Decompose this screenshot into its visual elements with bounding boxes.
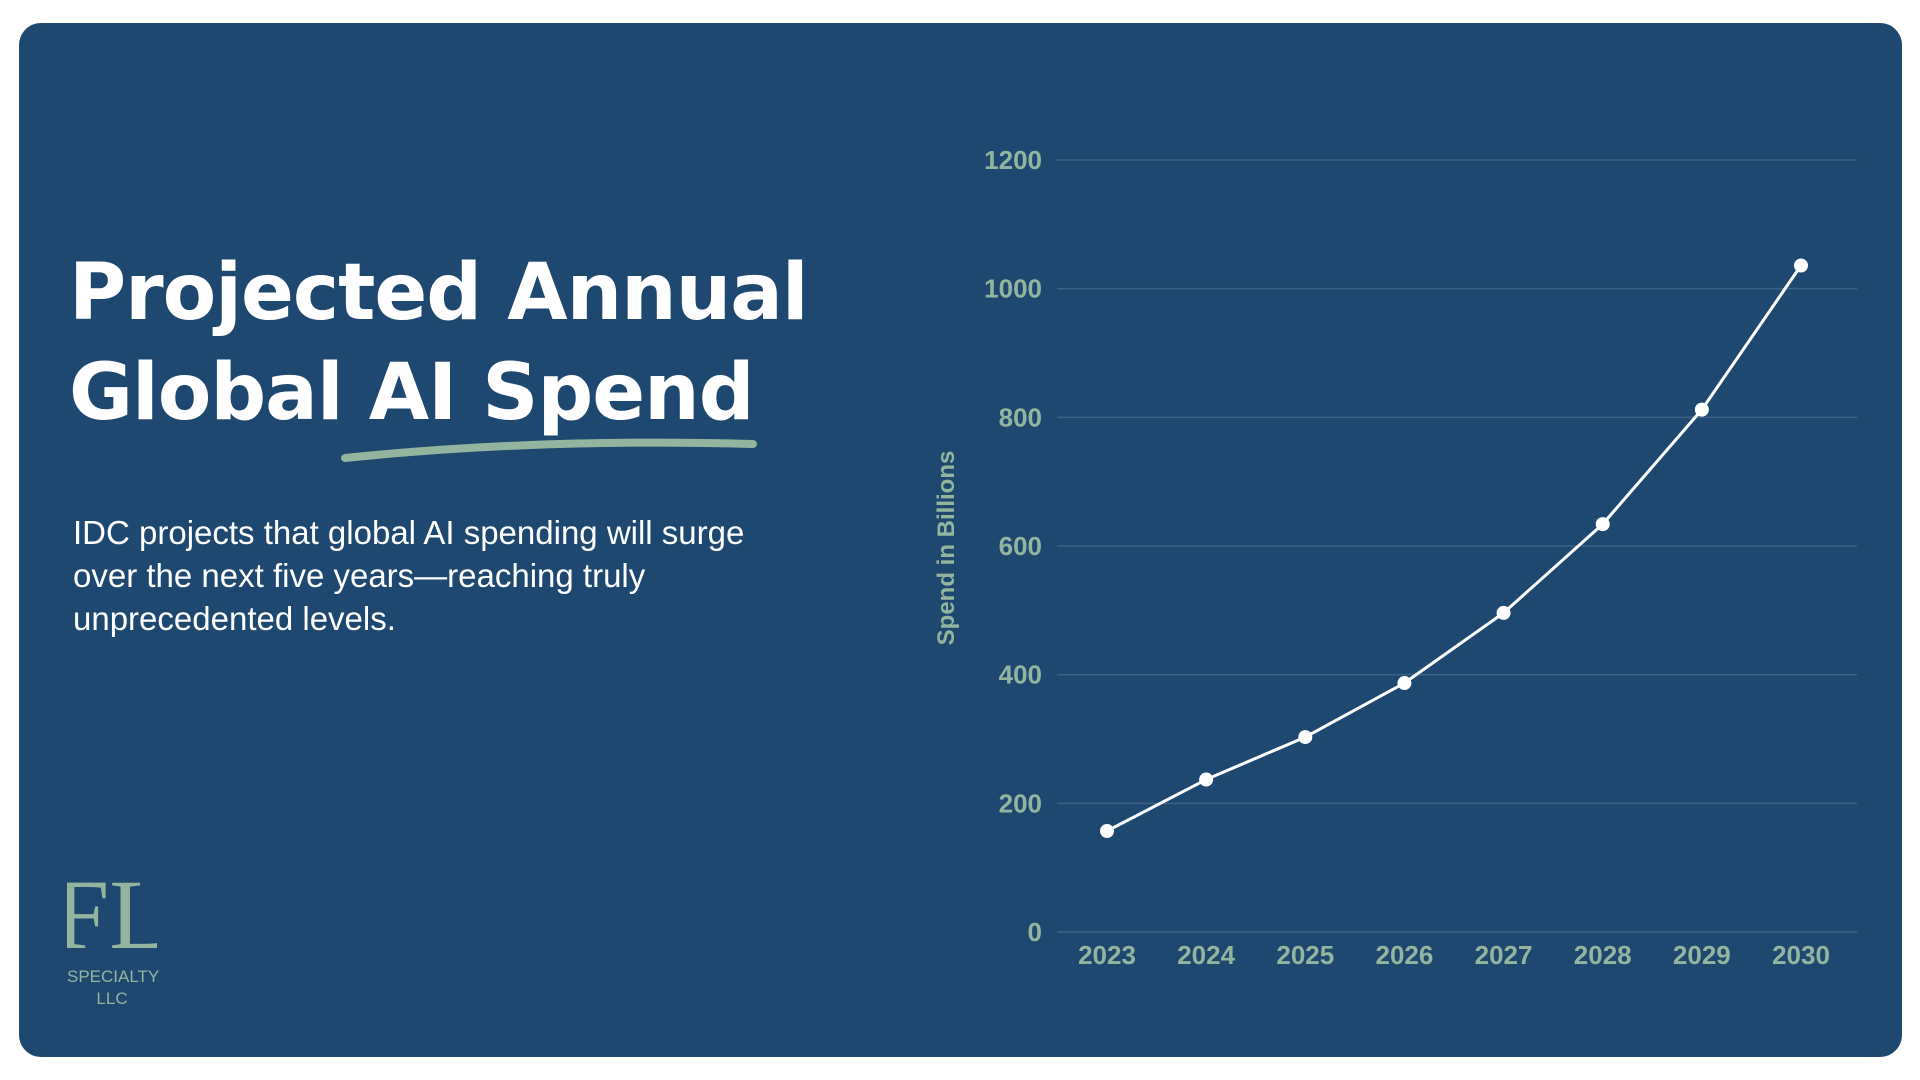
data-point (1595, 517, 1610, 532)
title-line-2: Global AI Spend (69, 343, 829, 443)
data-point (1694, 402, 1709, 417)
x-tick-label: 2030 (1772, 940, 1830, 970)
logo-monogram: FL (67, 859, 157, 966)
x-tick-label: 2025 (1276, 940, 1334, 970)
title-line-2-prefix: Global (69, 348, 369, 438)
y-tick-label: 400 (999, 660, 1042, 690)
series-line (1106, 264, 1803, 833)
x-tick-label: 2024 (1177, 940, 1235, 970)
x-tick-label: 2023 (1078, 940, 1136, 970)
x-tick-label: 2029 (1673, 940, 1731, 970)
y-tick-label: 1000 (984, 274, 1042, 304)
infographic-card: Projected Annual Global AI Spend IDC pro… (19, 23, 1902, 1057)
ai-spend-line-chart: 0 200 400 600 800 1000 1200 2023 2024 2025 2026 20… (933, 145, 1857, 970)
company-logo: FL SPECIALTY LLC (67, 846, 160, 1026)
x-tick-label: 2027 (1475, 940, 1533, 970)
y-tick-label: 200 (999, 788, 1042, 818)
fl-monogram-logo: FL (67, 859, 157, 966)
y-tick-label: 600 (999, 531, 1042, 561)
x-tick-label: 2026 (1376, 940, 1434, 970)
description-text: IDC projects that global AI spending wil… (73, 514, 745, 637)
data-point (1496, 605, 1511, 620)
y-axis-label: Spend in Billions (933, 451, 960, 646)
data-point (1397, 676, 1412, 691)
data-point (1199, 772, 1214, 787)
y-tick-label: 800 (999, 402, 1042, 432)
title-highlight: AI Spend (368, 348, 755, 438)
logo-text-llc: LLC (96, 989, 128, 1008)
title-underline-swoosh (341, 438, 757, 462)
logo-text-specialty: SPECIALTY (67, 967, 160, 986)
y-tick-label: 1200 (984, 145, 1042, 175)
page-title: Projected Annual Global AI Spend (69, 243, 829, 443)
data-point (1100, 823, 1114, 838)
y-tick-label: 0 (1028, 917, 1042, 947)
data-point (1794, 258, 1808, 273)
title-line-1: Projected Annual (69, 248, 809, 338)
x-tick-label: 2028 (1574, 940, 1632, 970)
data-point (1298, 730, 1313, 745)
